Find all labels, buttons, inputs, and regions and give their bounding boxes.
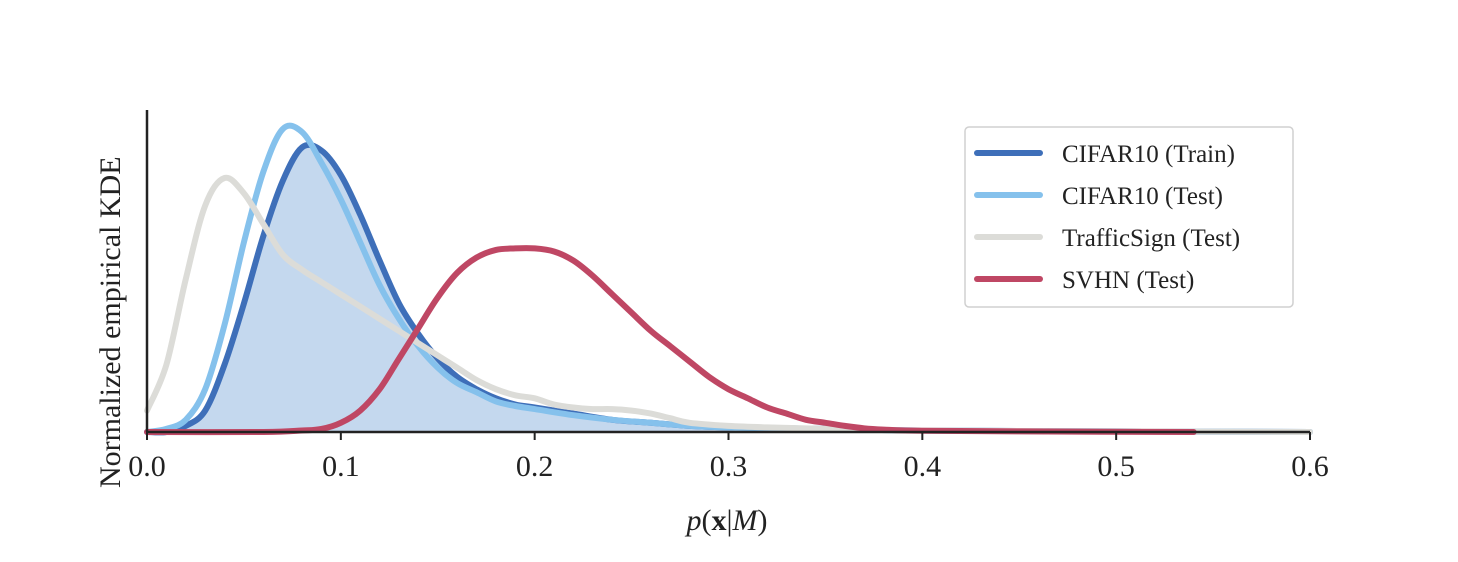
x-tick-label: 0.5 <box>1097 450 1135 483</box>
line-trafficsign-test <box>144 174 1313 435</box>
legend-item-cifar10-test: CIFAR10 (Test) <box>974 183 1223 210</box>
x-axis-title-bar: | <box>726 504 732 537</box>
legend-label: TrafficSign (Test) <box>1062 225 1240 252</box>
line-svhn-test <box>144 245 1197 436</box>
x-tick-label: 0.6 <box>1291 450 1329 483</box>
x-tick-label: 0.1 <box>322 450 360 483</box>
x-axis-title: p(x|M) <box>684 504 767 537</box>
x-ticks: 0.0 0.1 0.2 0.3 0.4 0.5 0.6 <box>128 432 1329 483</box>
x-tick-label: 0.2 <box>516 450 554 483</box>
x-tick-label: 0.3 <box>710 450 748 483</box>
x-axis-title-m: M <box>732 504 760 537</box>
x-axis-title-open: ( <box>701 504 711 537</box>
legend-label: CIFAR10 (Test) <box>1062 183 1223 210</box>
plot-area <box>144 122 1313 436</box>
x-axis-title-close: ) <box>758 504 768 537</box>
legend: CIFAR10 (Train) CIFAR10 (Test) TrafficSign… <box>964 126 1294 308</box>
legend-label: CIFAR10 (Train) <box>1062 141 1235 168</box>
x-axis-title-x: x <box>711 504 726 537</box>
x-axis-title-p: p <box>684 504 701 537</box>
y-axis-title: Normalized empirical KDE <box>94 156 127 488</box>
legend-item-svhn-test: SVHN (Test) <box>974 267 1194 294</box>
x-tick-label: 0.0 <box>128 450 166 483</box>
axes: 0.0 0.1 0.2 0.3 0.4 0.5 0.6 <box>128 110 1329 483</box>
legend-item-cifar10-train: CIFAR10 (Train) <box>974 141 1235 168</box>
legend-frame <box>964 126 1294 308</box>
legend-item-trafficsign-test: TrafficSign (Test) <box>974 225 1240 252</box>
legend-label: SVHN (Test) <box>1062 267 1194 294</box>
x-tick-label: 0.4 <box>904 450 942 483</box>
